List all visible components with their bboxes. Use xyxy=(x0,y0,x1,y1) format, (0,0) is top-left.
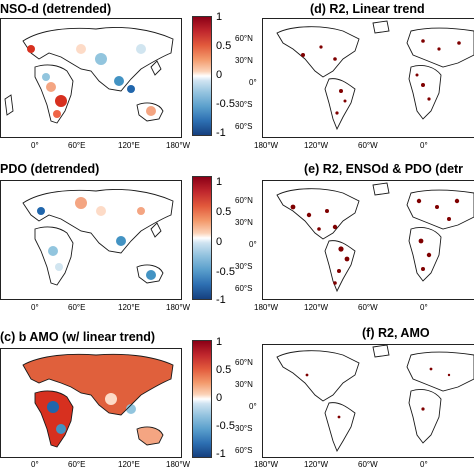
colorbar-c-tick: -1 xyxy=(216,448,226,460)
panel-d-lon-tick: 180°W xyxy=(254,141,279,150)
panel-c-map-svg xyxy=(22,353,174,448)
panel-f-title: (f) R2, AMO xyxy=(362,326,430,340)
colorbar-b-tick: 1 xyxy=(216,176,223,188)
panel-c-map xyxy=(0,348,182,458)
panel-a-map xyxy=(0,18,182,138)
panel-b-map xyxy=(0,180,182,300)
panel-f-lat-tick: 60°S xyxy=(235,446,253,455)
panel-b-coastlines xyxy=(22,189,174,286)
panel-f-lat-tick: 30°N xyxy=(235,380,253,389)
panel-a-title: NSO-d (detrended) xyxy=(0,2,112,16)
colorbar-b-tick: -0.5 xyxy=(216,266,235,278)
panel-d-map xyxy=(262,18,474,138)
panel-a-map-svg xyxy=(4,27,174,124)
panel-f-lon-tick: 0° xyxy=(420,460,428,469)
panel-e-lon-tick: 180°W xyxy=(254,303,279,312)
panel-d-lon-tick: 60°W xyxy=(358,141,378,150)
panel-f-lon-tick: 180°W xyxy=(254,460,279,469)
panel-f-map-svg xyxy=(276,345,474,453)
panel-e-lat-tick: 60°S xyxy=(235,284,253,293)
panel-e-r2-cells xyxy=(290,198,460,285)
panel-e-lat-tick: 30°S xyxy=(235,262,253,271)
panel-b-title: PDO (detrended) xyxy=(0,162,100,176)
panel-b-lon-tick: 0° xyxy=(31,303,39,312)
panel-e-lat-tick: 60°N xyxy=(235,196,253,205)
panel-c-lon-tick: 180°W xyxy=(166,460,191,469)
panel-c-coastlines xyxy=(22,353,174,448)
panel-f-r2-cells xyxy=(305,367,451,419)
colorbar-c-tick: 0 xyxy=(216,392,223,404)
panel-a-lon-tick: 120°E xyxy=(118,141,140,150)
colorbar-c-tick: 1 xyxy=(216,336,223,348)
panel-c-lon-tick: 120°E xyxy=(118,460,140,469)
panel-f-lon-tick: 120°W xyxy=(304,460,329,469)
panel-a-coastlines xyxy=(4,27,174,124)
panel-b-lon-tick: 180°W xyxy=(166,303,191,312)
panel-b-lon-tick: 120°E xyxy=(118,303,140,312)
panel-a-lon-tick: 60°E xyxy=(68,141,86,150)
panel-d-r2-cells xyxy=(301,39,461,115)
panel-d-lat-tick: 60°N xyxy=(235,34,253,43)
colorbar-b-tick: 0.5 xyxy=(216,206,232,218)
panel-c-anomaly-cells xyxy=(23,354,173,447)
colorbar-a-tick: -0.5 xyxy=(216,98,235,110)
panel-f-coastlines xyxy=(276,345,474,453)
panel-f-map xyxy=(262,344,474,458)
panel-e-coastlines xyxy=(276,182,474,293)
panel-d-map-svg xyxy=(276,20,474,131)
panel-c-lon-tick: 60°E xyxy=(68,460,86,469)
panel-a-lon-tick: 0° xyxy=(31,141,39,150)
colorbar-b-gradient xyxy=(192,176,212,300)
panel-d-lat-tick: 30°N xyxy=(235,56,253,65)
panel-b-map-svg xyxy=(22,189,174,286)
colorbar-a-tick: 0 xyxy=(216,69,223,81)
panel-e-lon-tick: 120°W xyxy=(304,303,329,312)
panel-b-anomaly-cells xyxy=(37,197,156,280)
panel-f-lon-tick: 60°W xyxy=(358,460,378,469)
panel-c-lon-tick: 0° xyxy=(31,460,39,469)
panel-d-lat-tick: 30°S xyxy=(235,100,253,109)
colorbar-c-gradient xyxy=(192,340,212,458)
colorbar-a-tick: 0.5 xyxy=(216,40,232,52)
panel-d-lon-tick: 120°W xyxy=(304,141,329,150)
panel-e-map-svg xyxy=(276,182,474,293)
panel-f-lat-tick: 0° xyxy=(249,402,257,411)
panel-d-title: (d) R2, Linear trend xyxy=(310,2,425,16)
panel-d-lon-tick: 0° xyxy=(420,141,428,150)
panel-d-lat-tick: 60°S xyxy=(235,122,253,131)
panel-c-title: (c) b AMO (w/ linear trend) xyxy=(0,330,156,344)
colorbar-b-tick: -1 xyxy=(216,294,226,306)
panel-e-map xyxy=(262,180,474,300)
panel-a-anomaly-cells xyxy=(27,44,156,118)
panel-e-lon-tick: 60°W xyxy=(358,303,378,312)
panel-e-title: (e) R2, ENSOd & PDO (detr xyxy=(304,162,464,176)
panel-f-lat-tick: 60°N xyxy=(235,358,253,367)
panel-e-lat-tick: 30°N xyxy=(235,218,253,227)
colorbar-a-tick: -1 xyxy=(216,127,226,139)
colorbar-a-gradient xyxy=(192,16,212,136)
panel-b-lon-tick: 60°E xyxy=(68,303,86,312)
panel-e-lat-tick: 0° xyxy=(249,240,257,249)
panel-d-coastlines xyxy=(276,20,474,131)
panel-f-lat-tick: 30°S xyxy=(235,424,253,433)
colorbar-c-tick: -0.5 xyxy=(216,420,235,432)
panel-e-lon-tick: 0° xyxy=(420,303,428,312)
colorbar-a-tick: 1 xyxy=(216,11,223,23)
colorbar-b-tick: 0 xyxy=(216,236,223,248)
panel-d-lat-tick: 0° xyxy=(249,78,257,87)
panel-a-lon-tick: 180°W xyxy=(166,141,191,150)
colorbar-c-tick: 0.5 xyxy=(216,364,232,376)
